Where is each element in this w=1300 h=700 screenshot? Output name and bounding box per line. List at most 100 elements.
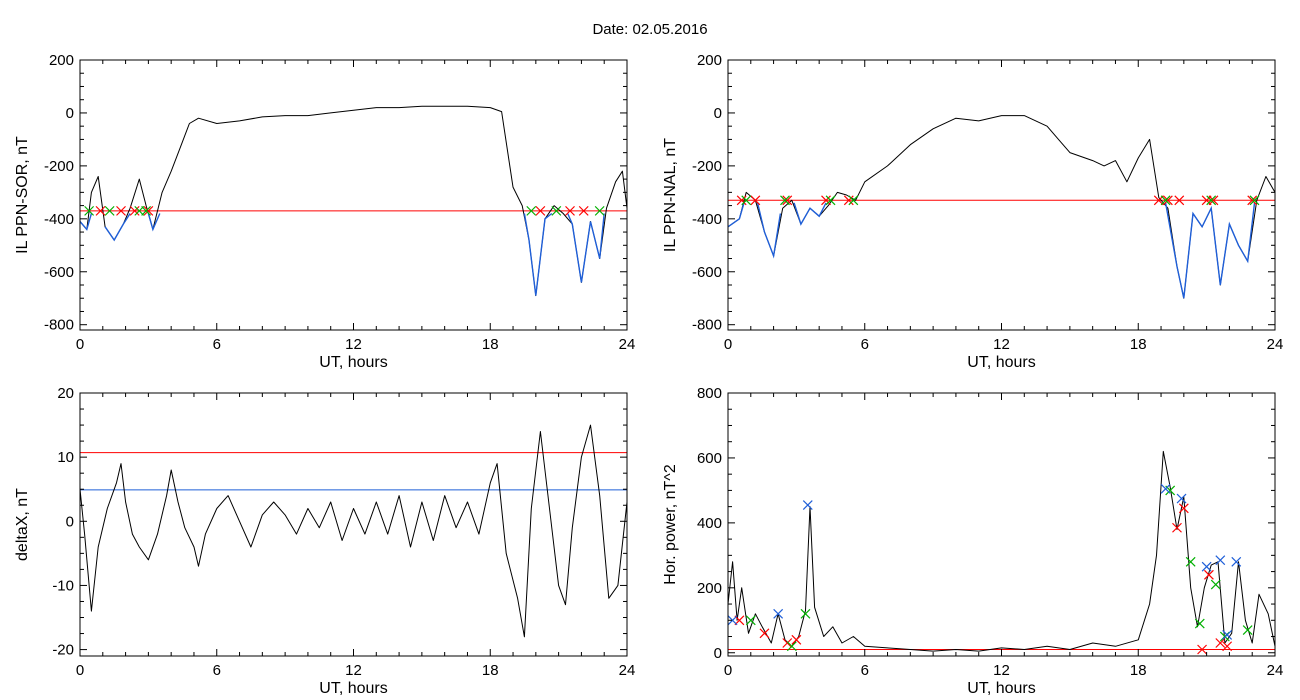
marker-red-stroke-b — [129, 205, 140, 216]
below-threshold-segment-4 — [523, 212, 553, 296]
plot-frame — [727, 59, 1276, 331]
marker-red-7 — [1197, 644, 1207, 655]
marker-red-stroke-b — [1162, 195, 1173, 206]
marker-blue-stroke-b — [1201, 561, 1212, 572]
marker-red-5 — [1172, 522, 1182, 533]
y-tick-label: 200 — [49, 52, 74, 69]
marker-red-stroke-b — [759, 628, 770, 639]
x-tick-label: 18 — [1130, 336, 1147, 353]
marker-green-stroke-b — [551, 205, 562, 216]
marker-blue-1 — [728, 615, 738, 626]
x-tick-label: 18 — [482, 336, 499, 353]
marker-red-stroke-b — [1197, 644, 1207, 655]
marker-green-6 — [551, 205, 562, 216]
chart-panel-4: 0 6 12 18 24 800 600 400 200 0 UT, hours Hor. power… — [662, 385, 1283, 697]
marker-green-stroke-b — [104, 205, 115, 216]
marker-red-1 — [95, 205, 106, 216]
marker-blue-3 — [802, 500, 813, 510]
marker-blue-stroke-b — [1160, 483, 1171, 494]
marker-green-stroke-b — [84, 205, 95, 216]
marker-red-6 — [1178, 503, 1189, 514]
x-axis-label: UT, hours — [319, 680, 387, 697]
y-tick-label: -20 — [52, 642, 74, 659]
marker-green-3 — [800, 608, 811, 619]
x-tick-label: 24 — [619, 336, 636, 353]
marker-green-5 — [526, 205, 537, 216]
x-tick-label: 24 — [1267, 662, 1284, 679]
y-tick-label: 600 — [697, 450, 722, 467]
marker-red-stroke-b — [1178, 503, 1189, 514]
marker-red-3 — [782, 638, 793, 648]
marker-green-4 — [141, 205, 152, 216]
x-tick-label: 12 — [993, 336, 1010, 353]
x-tick-label: 0 — [76, 336, 84, 353]
marker-blue-6 — [1201, 561, 1212, 572]
marker-green-6 — [1206, 195, 1217, 206]
marker-red-5 — [843, 195, 854, 206]
marker-red-4 — [821, 195, 831, 206]
y-tick-label: -800 — [44, 317, 74, 334]
marker-green-2 — [104, 205, 115, 216]
marker-red-stroke-b — [578, 205, 589, 216]
marker-blue-stroke-b — [773, 608, 784, 619]
y-tick-label: -400 — [692, 211, 722, 228]
marker-red-8 — [1174, 195, 1185, 206]
plot-area — [728, 450, 1275, 655]
y-tick-label: -200 — [44, 158, 74, 175]
marker-red-7 — [578, 205, 589, 216]
x-tick-label: 6 — [213, 336, 221, 353]
marker-red-stroke-b — [535, 205, 546, 216]
marker-red-2 — [116, 205, 126, 216]
y-tick-label: 0 — [714, 105, 722, 122]
plot-area — [80, 424, 627, 638]
marker-green-stroke-b — [1194, 618, 1205, 629]
below-threshold-segment-1 — [728, 202, 745, 228]
marker-red-stroke-b — [1247, 195, 1258, 206]
y-tick-label: -10 — [52, 577, 74, 594]
marker-red-9 — [1215, 638, 1226, 648]
plot-area — [80, 105, 627, 297]
marker-green-7 — [1249, 195, 1260, 206]
marker-red-stroke-b — [782, 195, 793, 206]
x-tick-label: 18 — [1130, 662, 1147, 679]
marker-green-stroke-b — [786, 641, 797, 652]
marker-red-stroke-b — [116, 205, 126, 216]
marker-blue-7 — [1215, 555, 1226, 566]
y-tick-label: 0 — [714, 645, 722, 662]
marker-red-4 — [791, 634, 802, 645]
y-axis-label: deltaX, nT — [14, 488, 31, 561]
x-tick-label: 12 — [345, 336, 362, 353]
marker-green-1 — [741, 195, 752, 206]
marker-blue-stroke-b — [802, 500, 813, 510]
marker-green-2 — [780, 195, 790, 206]
marker-red-8 — [1203, 569, 1214, 580]
marker-red-stroke-b — [1174, 195, 1185, 206]
below-threshold-segment-3 — [793, 202, 827, 226]
y-tick-label: 200 — [697, 52, 722, 69]
series-line-1 — [80, 424, 627, 638]
marker-green-stroke-b — [1160, 195, 1171, 206]
marker-red-7 — [1162, 195, 1173, 206]
below-threshold-segment-3 — [147, 213, 161, 232]
marker-red-10 — [1222, 641, 1233, 652]
plot-frame — [79, 59, 628, 331]
marker-red-2 — [759, 628, 770, 639]
y-tick-label: 0 — [66, 105, 74, 122]
y-tick-label: 0 — [66, 513, 74, 530]
marker-green-stroke-b — [1249, 195, 1260, 206]
y-tick-label: -600 — [44, 264, 74, 281]
marker-red-stroke-b — [821, 195, 831, 206]
plot-frame — [727, 392, 1276, 657]
marker-green-stroke-b — [594, 205, 605, 216]
y-tick-label: -400 — [44, 211, 74, 228]
marker-green-1 — [84, 205, 95, 216]
marker-green-5 — [1185, 556, 1196, 567]
marker-red-stroke-b — [791, 634, 802, 645]
marker-red-stroke-b — [782, 638, 793, 648]
y-tick-label: -200 — [692, 158, 722, 175]
marker-blue-5 — [1176, 493, 1187, 504]
marker-red-10 — [1208, 195, 1219, 206]
x-tick-label: 24 — [619, 662, 636, 679]
